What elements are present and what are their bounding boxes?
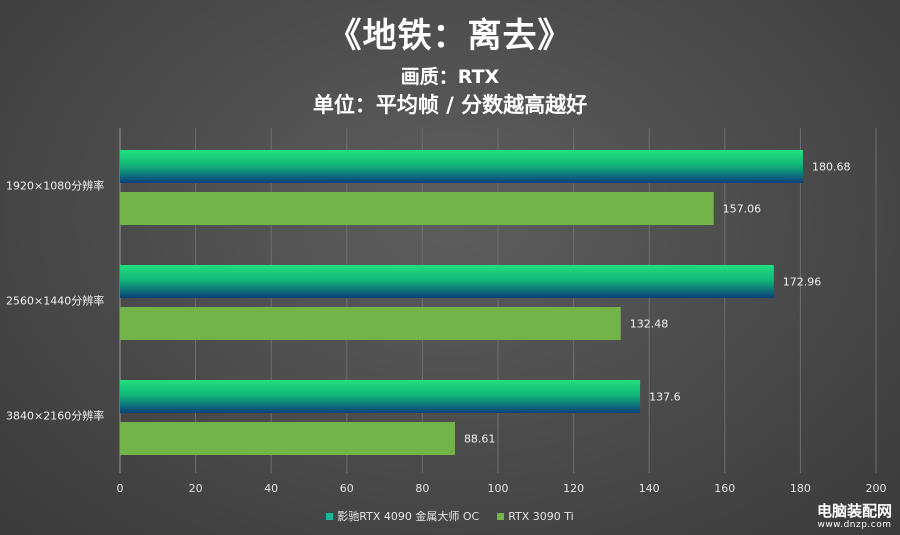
bar-rtx4090-0 bbox=[120, 150, 803, 183]
category-label-0: 1920×1080分辨率 bbox=[6, 179, 104, 193]
legend: 影驰RTX 4090 金属大师 OC RTX 3090 Ti bbox=[0, 508, 900, 524]
x-tick-label-60: 60 bbox=[340, 482, 354, 495]
data-label-rtx3090ti-2: 88.61 bbox=[464, 433, 496, 446]
legend-swatch-rtx3090ti bbox=[497, 512, 505, 520]
bar-rtx3090ti-2 bbox=[120, 422, 455, 455]
x-tick-label-200: 200 bbox=[866, 482, 887, 495]
chart-title: 《地铁：离去》 bbox=[327, 16, 573, 56]
x-tick-label-80: 80 bbox=[415, 482, 429, 495]
x-tick-label-180: 180 bbox=[790, 482, 811, 495]
bar-rtx3090ti-1 bbox=[120, 307, 621, 340]
watermark-title: 电脑装配网 bbox=[816, 502, 892, 520]
watermark-url: www.dnzp.com bbox=[817, 520, 892, 530]
watermark: 电脑装配网 www.dnzp.com bbox=[817, 503, 892, 531]
data-label-rtx4090-1: 172.96 bbox=[783, 276, 822, 289]
gridlines bbox=[119, 128, 877, 473]
bar-rtx4090-1 bbox=[120, 265, 774, 298]
x-tick-label-0: 0 bbox=[117, 482, 124, 495]
bar-rtx4090-2 bbox=[120, 380, 641, 413]
data-label-rtx4090-0: 180.68 bbox=[812, 161, 851, 174]
data-label-rtx3090ti-1: 132.48 bbox=[630, 318, 669, 331]
x-tick-label-140: 140 bbox=[639, 482, 660, 495]
x-tick-label-120: 120 bbox=[563, 482, 584, 495]
legend-swatch-rtx4090 bbox=[326, 512, 334, 520]
chart-subtitle-quality: 画质：RTX bbox=[400, 66, 500, 88]
category-label-2: 3840×2160分辨率 bbox=[6, 409, 104, 423]
data-label-rtx4090-2: 137.6 bbox=[649, 391, 681, 404]
x-tick-label-20: 20 bbox=[189, 482, 203, 495]
legend-label-rtx4090: 影驰RTX 4090 金属大师 OC bbox=[337, 510, 480, 523]
bars bbox=[120, 150, 803, 455]
chart-subtitle-unit: 单位：平均帧 / 分数越高越好 bbox=[312, 93, 588, 117]
legend-item-rtx4090: 影驰RTX 4090 金属大师 OC bbox=[326, 508, 479, 524]
x-tick-label-100: 100 bbox=[488, 482, 509, 495]
labels: 0 20 40 60 80 100 120 140 160 180 200 1920×1080分辨率 1… bbox=[6, 161, 887, 496]
x-tick-label-40: 40 bbox=[264, 482, 278, 495]
legend-item-rtx3090ti: RTX 3090 Ti bbox=[497, 508, 574, 524]
category-label-1: 2560×1440分辨率 bbox=[6, 294, 104, 308]
x-tick-label-160: 160 bbox=[714, 482, 735, 495]
bar-rtx3090ti-0 bbox=[120, 192, 714, 225]
legend-label-rtx3090ti: RTX 3090 Ti bbox=[508, 509, 574, 523]
data-label-rtx3090ti-0: 157.06 bbox=[723, 203, 762, 216]
